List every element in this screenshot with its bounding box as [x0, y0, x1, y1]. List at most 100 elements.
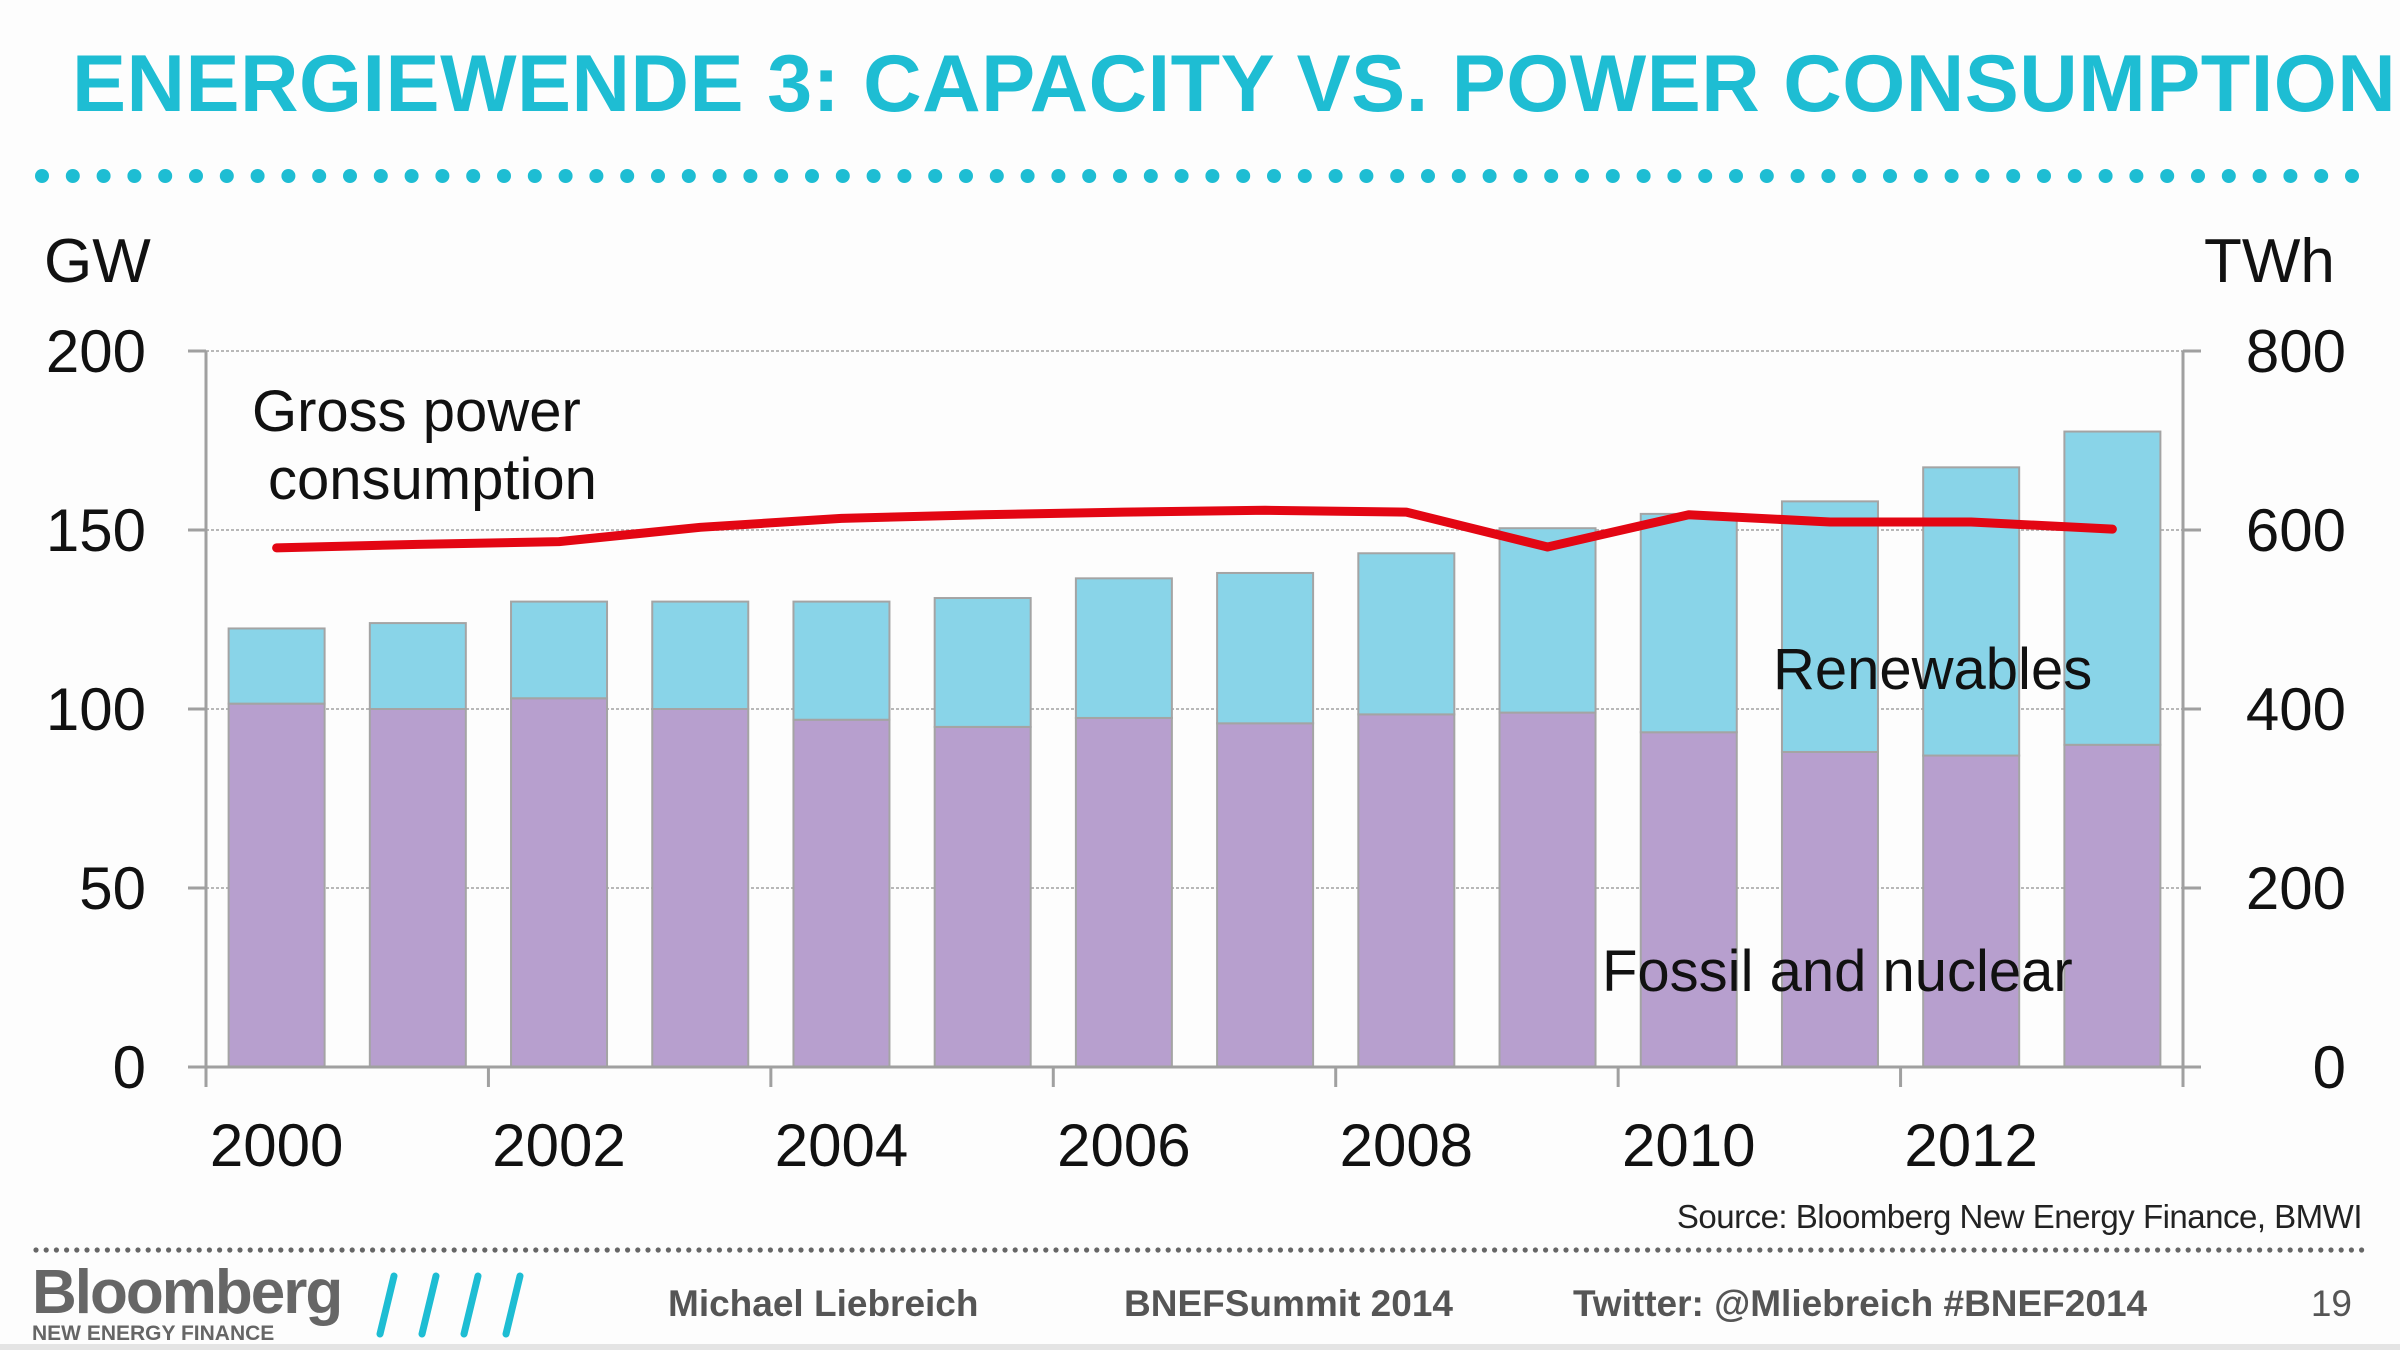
divider-dot	[1675, 1247, 1681, 1253]
left-tick-label: 150	[46, 497, 146, 564]
divider-dot	[805, 169, 819, 183]
divider-dot	[1328, 169, 1343, 183]
divider-dot	[308, 1247, 314, 1253]
divider-dot	[920, 1247, 927, 1253]
divider-dot	[451, 1247, 457, 1253]
divider-dot	[135, 1247, 141, 1253]
divider-dot	[349, 1247, 355, 1253]
divider-dot	[2012, 1247, 2018, 1253]
divider-dot	[676, 1247, 682, 1253]
divider-dot	[1175, 1247, 1181, 1253]
divider-dot	[1359, 1247, 1365, 1253]
divider-dot	[982, 1247, 988, 1253]
bar-group	[227, 430, 2162, 1069]
divider-dot	[145, 1247, 151, 1253]
divider-dot	[1736, 1247, 1742, 1253]
bar-renewables-2010	[1639, 512, 1738, 734]
divider-dot	[1636, 169, 1651, 183]
divider-dot	[43, 1247, 49, 1253]
divider-dot	[1859, 1247, 1865, 1253]
divider-dot	[1869, 1247, 1875, 1253]
divider-dot	[380, 1247, 386, 1253]
divider-dot	[1053, 1247, 1059, 1253]
divider-dot	[1991, 1247, 1997, 1253]
divider-dot	[686, 1247, 692, 1253]
divider-dot	[2006, 169, 2021, 183]
divider-dot	[1135, 1247, 1141, 1253]
divider-dot	[2338, 1247, 2344, 1253]
divider-dot	[250, 169, 265, 183]
divider-dot	[33, 1247, 39, 1253]
divider-dot	[1828, 1247, 1834, 1253]
divider-dot	[206, 1247, 212, 1253]
divider-dot	[1706, 1247, 1712, 1253]
divider-dot	[645, 1247, 651, 1253]
event-name: BNEFSummit 2014	[1124, 1283, 1453, 1324]
divider-dot	[839, 1247, 845, 1253]
divider-dot	[1614, 1247, 1620, 1253]
divider-dot	[65, 169, 80, 183]
divider-dot	[1759, 169, 1774, 183]
divider-dot	[472, 1247, 478, 1253]
left-tick-label: 50	[79, 855, 146, 922]
divider-dot	[1400, 1247, 1406, 1253]
divider-dot	[1502, 1247, 1508, 1253]
divider-dot	[1143, 169, 1158, 183]
x-tick-label: 2008	[1340, 1112, 1473, 1179]
divider-dot	[1532, 1247, 1538, 1253]
divider-dot	[2037, 169, 2051, 183]
divider-dot	[1186, 1247, 1192, 1253]
twitter-handle: Twitter: @Mliebreich #BNEF2014	[1573, 1283, 2148, 1324]
divider-dot	[1790, 169, 1805, 183]
divider-dot	[1821, 169, 1836, 183]
divider-dot	[2283, 169, 2298, 183]
divider-dot	[158, 169, 173, 183]
divider-dot	[257, 1247, 263, 1253]
divider-dot	[625, 1247, 631, 1253]
divider-dot	[859, 1247, 865, 1253]
divider-dot	[1410, 1247, 1416, 1253]
left-tick-label: 100	[46, 676, 146, 743]
divider-dot	[373, 169, 388, 183]
divider-dot	[1492, 1247, 1498, 1253]
bar-renewables-2001	[368, 622, 467, 711]
divider-dot	[492, 1247, 498, 1253]
logo-subtitle: NEW ENERGY FINANCE	[32, 1322, 275, 1345]
divider-dot	[1051, 169, 1066, 183]
divider-dot	[390, 1247, 396, 1253]
divider-dot	[2083, 1247, 2089, 1253]
divider-dot	[1267, 1247, 1273, 1253]
divider-dot	[278, 1247, 284, 1253]
divider-dot	[482, 1247, 488, 1253]
divider-dot	[1002, 1247, 1008, 1253]
divider-dot	[1298, 1247, 1304, 1253]
divider-dot	[2252, 169, 2267, 183]
divider-dot	[774, 169, 789, 183]
divider-dot	[757, 1247, 763, 1253]
divider-dot	[808, 1247, 814, 1253]
divider-dot	[992, 1247, 998, 1253]
divider-dot	[2226, 1247, 2232, 1253]
divider-dot	[584, 1247, 590, 1253]
bar-renewables-2012	[1922, 466, 2021, 757]
divider-dot	[217, 1247, 223, 1253]
divider-dot	[319, 1247, 325, 1253]
right-tick-labels: 0 200 400 600 800	[2246, 318, 2346, 1101]
divider-dot	[1451, 1247, 1457, 1253]
divider-dot	[2042, 1247, 2048, 1253]
divider-dot	[1267, 169, 1281, 183]
slide-title: ENERGIEWENDE 3: CAPACITY VS. POWER CONSU…	[72, 39, 2397, 129]
right-tick-label: 400	[2246, 676, 2346, 743]
divider-dot	[186, 1247, 192, 1253]
divider-dot	[1808, 1247, 1814, 1253]
divider-dot	[84, 1247, 90, 1253]
divider-dot	[706, 1247, 712, 1253]
divider-dot	[125, 1247, 131, 1253]
divider-dot	[665, 1247, 672, 1253]
divider-dot	[716, 1247, 723, 1253]
divider-dot	[1787, 1247, 1793, 1253]
divider-dot	[1390, 169, 1405, 183]
divider-dot	[1328, 1247, 1334, 1253]
divider-dot	[1390, 1247, 1396, 1253]
divider-dot	[1879, 1247, 1885, 1253]
